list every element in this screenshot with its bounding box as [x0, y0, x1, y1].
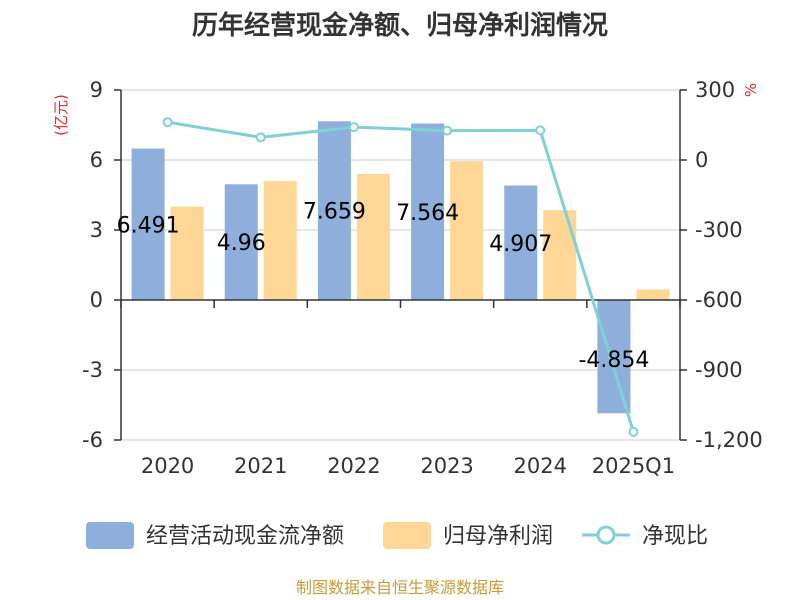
ratio-point	[535, 125, 546, 136]
bar-value-label: -4.854	[578, 348, 649, 373]
ratio-line-path	[167, 120, 635, 433]
legend-label-cashflow: 经营活动现金流净额	[146, 524, 344, 549]
right-axis-tick-label: -900	[695, 358, 743, 382]
x-axis-tick-label: 2020	[141, 454, 194, 478]
left-axis-tick-label: -6	[82, 428, 103, 452]
left-axis-tick-label: 3	[90, 218, 103, 242]
bar-cashflow	[597, 300, 631, 414]
right-axis-tick-label: 300	[695, 78, 735, 102]
bar-cashflow	[317, 121, 351, 300]
bar-netprofit	[356, 174, 390, 300]
right-axis-tick-label: -300	[695, 218, 743, 242]
right-axis-tick-label: -1,200	[695, 428, 763, 452]
legend-swatch-netprofit	[383, 522, 431, 549]
x-axis-tick-label: 2025Q1	[592, 454, 675, 478]
left-axis-unit: (亿元)	[52, 94, 70, 136]
bar-value-label: 7.659	[303, 200, 366, 225]
ratio-point	[162, 117, 173, 128]
ratio-point	[348, 122, 359, 133]
ratio-point	[628, 426, 639, 437]
right-axis-tick-label: 0	[695, 148, 708, 172]
chart-title: 历年经营现金净额、归母净利润情况	[192, 10, 608, 41]
bar-value-label: 4.907	[489, 232, 552, 257]
bar-netprofit	[450, 161, 484, 300]
bar-value-label: 4.96	[217, 231, 266, 256]
right-axis-unit: %	[742, 83, 760, 97]
bar-value-label: 6.491	[117, 213, 180, 238]
bar-value-label: 7.564	[396, 201, 459, 226]
bar-labels: 6.491 4.96 7.659 7.564 4.907 -4.854	[117, 200, 650, 373]
legend-marker-ratio	[596, 525, 616, 545]
legend-label-ratio: 净现比	[642, 524, 708, 549]
axes	[120, 90, 681, 440]
ratio-point	[442, 125, 453, 136]
left-axis-tick-label: -3	[82, 358, 103, 382]
ratio-point	[255, 132, 266, 143]
bar-cashflow	[411, 123, 445, 300]
bar-cashflow	[224, 184, 258, 300]
legend: 经营活动现金流净额 归母净利润 净现比	[86, 522, 708, 549]
x-axis-tick-label: 2024	[514, 454, 567, 478]
left-axis-tick-label: 6	[90, 148, 103, 172]
legend-label-netprofit: 归母净利润	[443, 524, 553, 549]
bar-netprofit	[263, 181, 297, 300]
legend-swatch-cashflow	[86, 522, 134, 549]
right-axis-tick-label: -600	[695, 288, 743, 312]
x-axis-tick-label: 2021	[234, 454, 287, 478]
x-axis-tick-label: 2022	[327, 454, 380, 478]
tick-labels: 9 6 3 0 -3 -6 300 0 -300 -600 -900 -1,200 2020 2021 20…	[82, 78, 763, 478]
x-axis-tick-label: 2023	[420, 454, 473, 478]
ratio-line	[162, 117, 639, 437]
grid	[114, 89, 687, 441]
source-note: 制图数据来自恒生聚源数据库	[296, 578, 504, 597]
bars	[131, 121, 670, 414]
left-axis-tick-label: 9	[90, 78, 103, 102]
bar-cashflow	[504, 185, 538, 300]
bar-netprofit	[170, 206, 204, 300]
left-axis-tick-label: 0	[90, 288, 103, 312]
bar-netprofit	[636, 289, 670, 300]
bar-cashflow	[131, 148, 165, 300]
